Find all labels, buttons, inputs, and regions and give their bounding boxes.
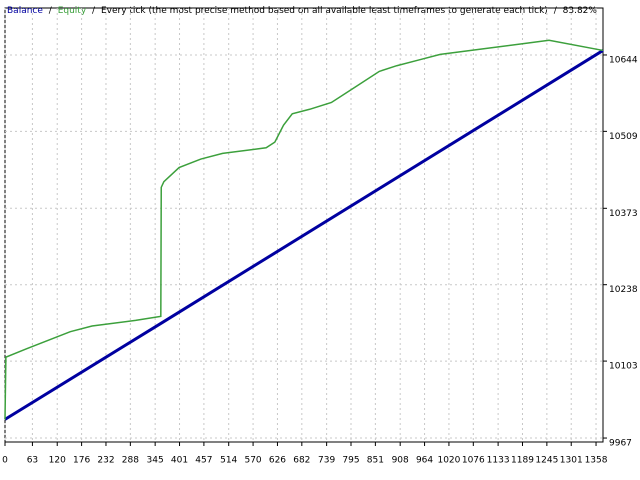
x-tick-label: 120: [49, 456, 66, 466]
x-tick-label: 1189: [511, 456, 534, 466]
x-tick-label: 232: [97, 456, 114, 466]
chart-title: Balance / Equity / Every tick (the most …: [7, 6, 597, 16]
x-tick-label: 1358: [585, 456, 608, 466]
y-tick-label: 10509: [609, 132, 638, 142]
x-tick-label: 63: [27, 456, 38, 466]
x-tick-label: 739: [318, 456, 335, 466]
x-tick-label: 851: [367, 456, 384, 466]
x-tick-label: 288: [122, 456, 139, 466]
separator: /: [92, 6, 96, 16]
legend-entry: Equity: [58, 6, 87, 16]
y-tick-label: 9967: [609, 439, 632, 449]
plot-frame: [4, 7, 604, 443]
separator: /: [554, 6, 558, 16]
x-tick-label: 1020: [437, 456, 460, 466]
series-line: [4, 39, 604, 420]
x-tick-label: 401: [171, 456, 188, 466]
title-text: Every tick (the most precise method base…: [101, 6, 548, 16]
x-tick-label: 570: [244, 456, 261, 466]
y-tick-label: 10644: [609, 55, 638, 65]
x-tick-label: 1301: [560, 456, 583, 466]
legend-entry: Balance: [7, 6, 43, 16]
y-tick-label: 10103: [609, 362, 638, 372]
x-tick-label: 1245: [535, 456, 558, 466]
y-tick-label: 10373: [609, 209, 638, 219]
quality: 83.82%: [563, 6, 598, 16]
y-tick-label: 10238: [609, 285, 638, 295]
x-tick-label: 964: [416, 456, 433, 466]
series-line: [4, 49, 604, 421]
x-tick-label: 795: [342, 456, 359, 466]
x-tick-label: 0: [2, 456, 8, 466]
x-tick-label: 1133: [487, 456, 510, 466]
x-tick-label: 626: [269, 456, 286, 466]
x-tick-label: 176: [73, 456, 90, 466]
x-tick-label: 682: [293, 456, 310, 466]
x-tick-label: 345: [147, 456, 164, 466]
x-tick-label: 457: [195, 456, 212, 466]
x-tick-label: 908: [392, 456, 409, 466]
x-tick-label: 1076: [462, 456, 485, 466]
x-tick-label: 514: [220, 456, 237, 466]
separator: /: [49, 6, 53, 16]
